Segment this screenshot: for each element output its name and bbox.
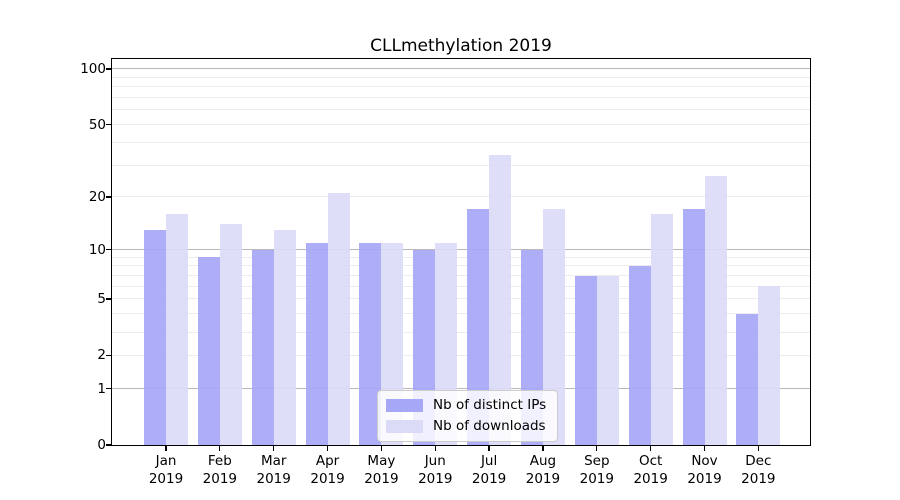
y-tick-label-0: 0	[97, 437, 106, 453]
chart-title: CLLmethylation 2019	[370, 36, 552, 56]
bar-nb-of-downloads-mar-2019	[273, 229, 296, 445]
y-tick-label-50: 50	[88, 116, 106, 133]
gridline-minor-40	[112, 141, 810, 143]
legend-entry-downloads: Nb of downloads	[386, 418, 546, 434]
bar-nb-of-distinct-ips-feb-2019	[197, 257, 220, 445]
gridline-minor-7	[112, 275, 810, 277]
bar-nb-of-distinct-ips-apr-2019	[305, 242, 328, 445]
bar-nb-of-downloads-nov-2019	[704, 176, 727, 445]
bar-nb-of-distinct-ips-sep-2019	[574, 275, 597, 445]
x-tick-label-nov-2019: Nov 2019	[687, 453, 722, 487]
x-tick-mark-sep-2019	[596, 446, 598, 451]
x-tick-mark-oct-2019	[650, 446, 652, 451]
bar-nb-of-downloads-dec-2019	[758, 286, 781, 445]
y-tick-mark-10	[106, 248, 111, 251]
x-tick-label-aug-2019: Aug 2019	[525, 453, 561, 487]
bar-nb-of-distinct-ips-mar-2019	[251, 249, 274, 445]
legend-entry-distinct-ips: Nb of distinct IPs	[386, 397, 546, 413]
x-tick-label-apr-2019: Apr 2019	[310, 453, 345, 487]
x-tick-label-jun-2019: Jun 2019	[418, 453, 453, 487]
x-tick-label-may-2019: May 2019	[364, 453, 399, 487]
bar-nb-of-distinct-ips-jan-2019	[144, 229, 166, 445]
x-tick-mark-mar-2019	[273, 446, 275, 451]
x-tick-mark-feb-2019	[219, 446, 221, 451]
bar-nb-of-downloads-sep-2019	[596, 275, 619, 445]
gridline-minor-70	[112, 97, 810, 99]
bar-nb-of-distinct-ips-jul-2019	[467, 209, 490, 445]
bar-nb-of-downloads-jul-2019	[489, 155, 512, 445]
bar-nb-of-distinct-ips-nov-2019	[682, 209, 705, 445]
x-tick-mark-jun-2019	[434, 446, 436, 451]
gridline-minor-60	[112, 109, 810, 111]
x-tick-mark-jul-2019	[488, 446, 490, 451]
bar-nb-of-downloads-oct-2019	[650, 214, 673, 445]
bar-nb-of-distinct-ips-oct-2019	[628, 265, 651, 445]
bar-nb-of-downloads-feb-2019	[219, 224, 242, 445]
bar-nb-of-distinct-ips-may-2019	[359, 242, 382, 445]
x-tick-label-mar-2019: Mar 2019	[256, 453, 291, 487]
gridline-minor-50	[112, 124, 810, 126]
gridline-minor-8	[112, 265, 810, 267]
x-tick-label-feb-2019: Feb 2019	[202, 453, 238, 487]
y-tick-mark-5	[106, 298, 111, 300]
plot-frame	[110, 57, 811, 446]
y-tick-mark-1	[106, 387, 111, 390]
gridline-minor-3	[112, 331, 810, 333]
gridline-major-100	[112, 68, 810, 70]
bar-nb-of-downloads-apr-2019	[327, 193, 350, 445]
y-tick-label-5: 5	[97, 290, 106, 307]
y-tick-label-10: 10	[88, 241, 106, 258]
y-tick-label-100: 100	[80, 60, 106, 77]
gridline-minor-2	[112, 354, 810, 356]
y-tick-label-2: 2	[97, 347, 106, 364]
x-tick-label-oct-2019: Oct 2019	[633, 453, 668, 487]
y-tick-mark-50	[106, 123, 111, 126]
x-tick-mark-nov-2019	[703, 446, 706, 451]
y-tick-mark-2	[106, 354, 111, 357]
x-tick-label-jan-2019: Jan 2019	[148, 453, 184, 487]
legend-swatch-distinct-ips	[386, 398, 423, 412]
gridline-minor-30	[112, 164, 810, 166]
gridline-minor-5	[112, 298, 810, 300]
legend-label-distinct-ips: Nb of distinct IPs	[433, 397, 547, 413]
legend-label-downloads: Nb of downloads	[433, 418, 546, 434]
x-tick-mark-may-2019	[380, 446, 383, 451]
gridline-minor-4	[112, 313, 810, 315]
x-tick-label-jul-2019: Jul 2019	[471, 453, 507, 487]
gridline-minor-20	[112, 196, 810, 198]
y-tick-mark-0	[106, 444, 111, 446]
y-tick-mark-20	[106, 196, 111, 198]
gridline-major-10	[112, 249, 810, 251]
x-tick-mark-aug-2019	[542, 446, 544, 451]
gridline-minor-6	[112, 285, 810, 287]
y-tick-label-1: 1	[97, 380, 106, 397]
legend-swatch-downloads	[386, 419, 423, 433]
x-tick-mark-dec-2019	[757, 446, 759, 451]
bar-nb-of-downloads-jan-2019	[166, 214, 188, 445]
x-tick-label-dec-2019: Dec 2019	[741, 453, 776, 487]
gridline-minor-80	[112, 86, 810, 88]
gridline-minor-9	[112, 256, 810, 258]
x-tick-mark-apr-2019	[326, 446, 329, 451]
x-tick-label-sep-2019: Sep 2019	[579, 453, 614, 487]
x-tick-mark-jan-2019	[165, 446, 167, 451]
y-tick-mark-100	[106, 68, 111, 70]
gridline-major-1	[112, 388, 810, 390]
plot-area	[112, 59, 810, 445]
gridline-minor-90	[112, 76, 810, 78]
bar-nb-of-distinct-ips-dec-2019	[736, 313, 759, 445]
legend: Nb of distinct IPs Nb of downloads	[377, 390, 559, 442]
y-tick-label-20: 20	[88, 188, 106, 205]
bar-nb-of-downloads-aug-2019	[542, 209, 565, 445]
